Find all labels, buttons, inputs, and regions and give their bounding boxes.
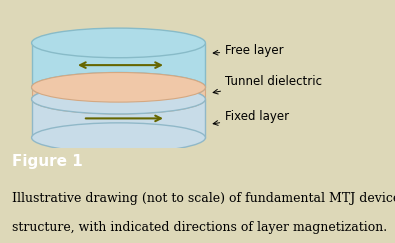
Bar xyxy=(32,43,205,87)
Ellipse shape xyxy=(32,84,205,114)
Ellipse shape xyxy=(32,72,205,102)
Bar xyxy=(32,99,205,138)
Ellipse shape xyxy=(32,123,205,152)
Text: Tunnel dielectric: Tunnel dielectric xyxy=(213,75,322,94)
Text: Free layer: Free layer xyxy=(213,44,284,57)
Text: Figure 1: Figure 1 xyxy=(12,154,83,169)
Text: structure, with indicated directions of layer magnetization.: structure, with indicated directions of … xyxy=(12,221,387,234)
Bar xyxy=(32,87,205,99)
Ellipse shape xyxy=(32,84,205,114)
Ellipse shape xyxy=(32,72,205,102)
Text: Fixed layer: Fixed layer xyxy=(213,110,289,125)
Ellipse shape xyxy=(32,28,205,58)
Text: Illustrative drawing (not to scale) of fundamental MTJ device: Illustrative drawing (not to scale) of f… xyxy=(12,192,395,205)
